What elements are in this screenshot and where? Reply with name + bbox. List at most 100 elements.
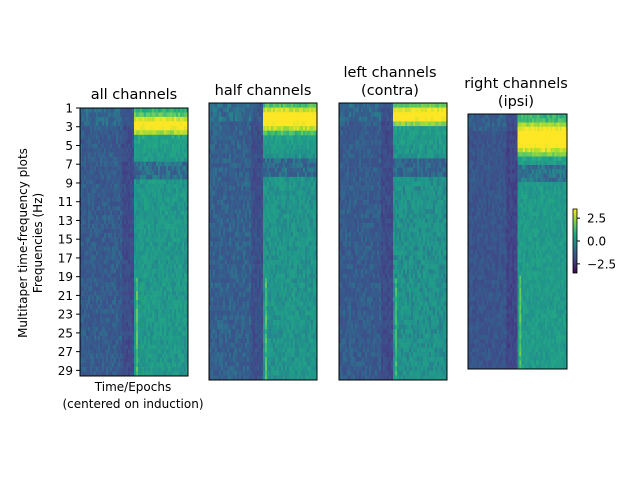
heatmap-cell (114, 282, 117, 287)
heatmap-cell (297, 112, 300, 118)
heatmap-cell (227, 163, 230, 168)
heatmap-cell (116, 219, 119, 225)
heatmap-cell (269, 116, 272, 122)
heatmap-cell (253, 199, 256, 205)
heatmap-cell (142, 201, 145, 207)
heatmap-cell (120, 143, 123, 149)
heatmap-cell (110, 139, 113, 145)
heatmap-cell (96, 291, 99, 296)
heatmap-cell (162, 362, 165, 368)
heatmap-cell (134, 175, 137, 180)
heatmap-cell (102, 161, 105, 167)
heatmap-cell (263, 199, 266, 205)
heatmap-cell (313, 209, 316, 215)
heatmap-cell (152, 326, 155, 332)
heatmap-cell (94, 116, 97, 122)
heatmap-cell (140, 224, 143, 229)
heatmap-cell (273, 246, 276, 252)
heatmap-cell (150, 121, 153, 127)
heatmap-cell (239, 116, 242, 122)
heatmap-cell (110, 224, 113, 229)
heatmap-cell (249, 195, 252, 201)
heatmap-cell (134, 215, 137, 220)
heatmap-cell (136, 215, 139, 220)
heatmap-cell (88, 295, 91, 301)
heatmap-cell (104, 340, 107, 346)
heatmap-cell (150, 108, 153, 113)
heatmap-cell (213, 218, 216, 224)
heatmap-cell (126, 291, 129, 296)
heatmap-cell (309, 107, 312, 113)
heatmap-cell (166, 183, 169, 189)
heatmap-cell (176, 340, 179, 346)
heatmap-cell (261, 213, 264, 219)
heatmap-cell (80, 326, 83, 332)
heatmap-cell (239, 149, 242, 155)
heatmap-cell (120, 255, 123, 261)
heatmap-cell (124, 157, 127, 162)
heatmap-cell (182, 291, 185, 296)
heatmap-cell (140, 353, 143, 359)
heatmap-cell (82, 197, 85, 203)
heatmap-cell (138, 112, 141, 118)
heatmap-cell (277, 213, 280, 219)
heatmap-cell (118, 291, 121, 296)
heatmap-cell (92, 246, 95, 252)
heatmap-cell (156, 335, 159, 341)
heatmap-cell (92, 192, 95, 198)
heatmap-cell (178, 353, 181, 359)
heatmap-cell (104, 108, 107, 113)
heatmap-cell (279, 246, 282, 252)
heatmap-cell (138, 161, 141, 167)
heatmap-cell (313, 167, 316, 173)
heatmap-cell (104, 331, 107, 337)
heatmap-cell (176, 335, 179, 341)
heatmap-cell (184, 326, 187, 332)
heatmap-cell (134, 335, 137, 341)
heatmap-cell (263, 130, 266, 136)
heatmap-cell (178, 246, 181, 252)
heatmap-cell (96, 322, 99, 328)
heatmap-cell (178, 148, 181, 153)
heatmap-cell (211, 181, 214, 187)
heatmap-cell (247, 176, 250, 182)
heatmap-cell (114, 157, 117, 162)
heatmap-cell (182, 367, 185, 372)
heatmap-cell (126, 309, 129, 314)
heatmap-cell (146, 197, 149, 203)
heatmap-cell (309, 236, 312, 242)
heatmap-cell (122, 304, 125, 310)
heatmap-cell (122, 344, 125, 350)
heatmap-cell (178, 300, 181, 305)
heatmap-cell (231, 213, 234, 219)
heatmap-cell (281, 186, 284, 192)
heatmap-cell (281, 144, 284, 150)
heatmap-cell (80, 268, 83, 274)
y-tick-label: 3 (65, 120, 73, 134)
heatmap-cell (164, 188, 167, 194)
heatmap-cell (271, 144, 274, 150)
heatmap-cell (307, 107, 310, 113)
heatmap-cell (150, 192, 153, 198)
heatmap-cell (267, 246, 270, 252)
heatmap-cell (110, 255, 113, 261)
heatmap-cell (170, 152, 173, 158)
heatmap-cell (313, 144, 316, 150)
heatmap-cell (315, 172, 318, 178)
heatmap-cell (241, 144, 244, 150)
heatmap-cell (118, 224, 121, 229)
heatmap-cell (277, 186, 280, 192)
heatmap-cell (215, 130, 218, 136)
heatmap-cell (128, 273, 131, 279)
heatmap-cell (142, 215, 145, 220)
heatmap-cell (142, 317, 145, 323)
heatmap-cell (221, 167, 224, 173)
heatmap-cell (231, 139, 234, 145)
heatmap-cell (281, 158, 284, 164)
heatmap-cell (162, 358, 165, 363)
heatmap-cell (289, 218, 292, 224)
heatmap-cell (118, 371, 121, 377)
heatmap-cell (184, 112, 187, 118)
heatmap-cell (166, 304, 169, 310)
heatmap-cell (158, 326, 161, 332)
